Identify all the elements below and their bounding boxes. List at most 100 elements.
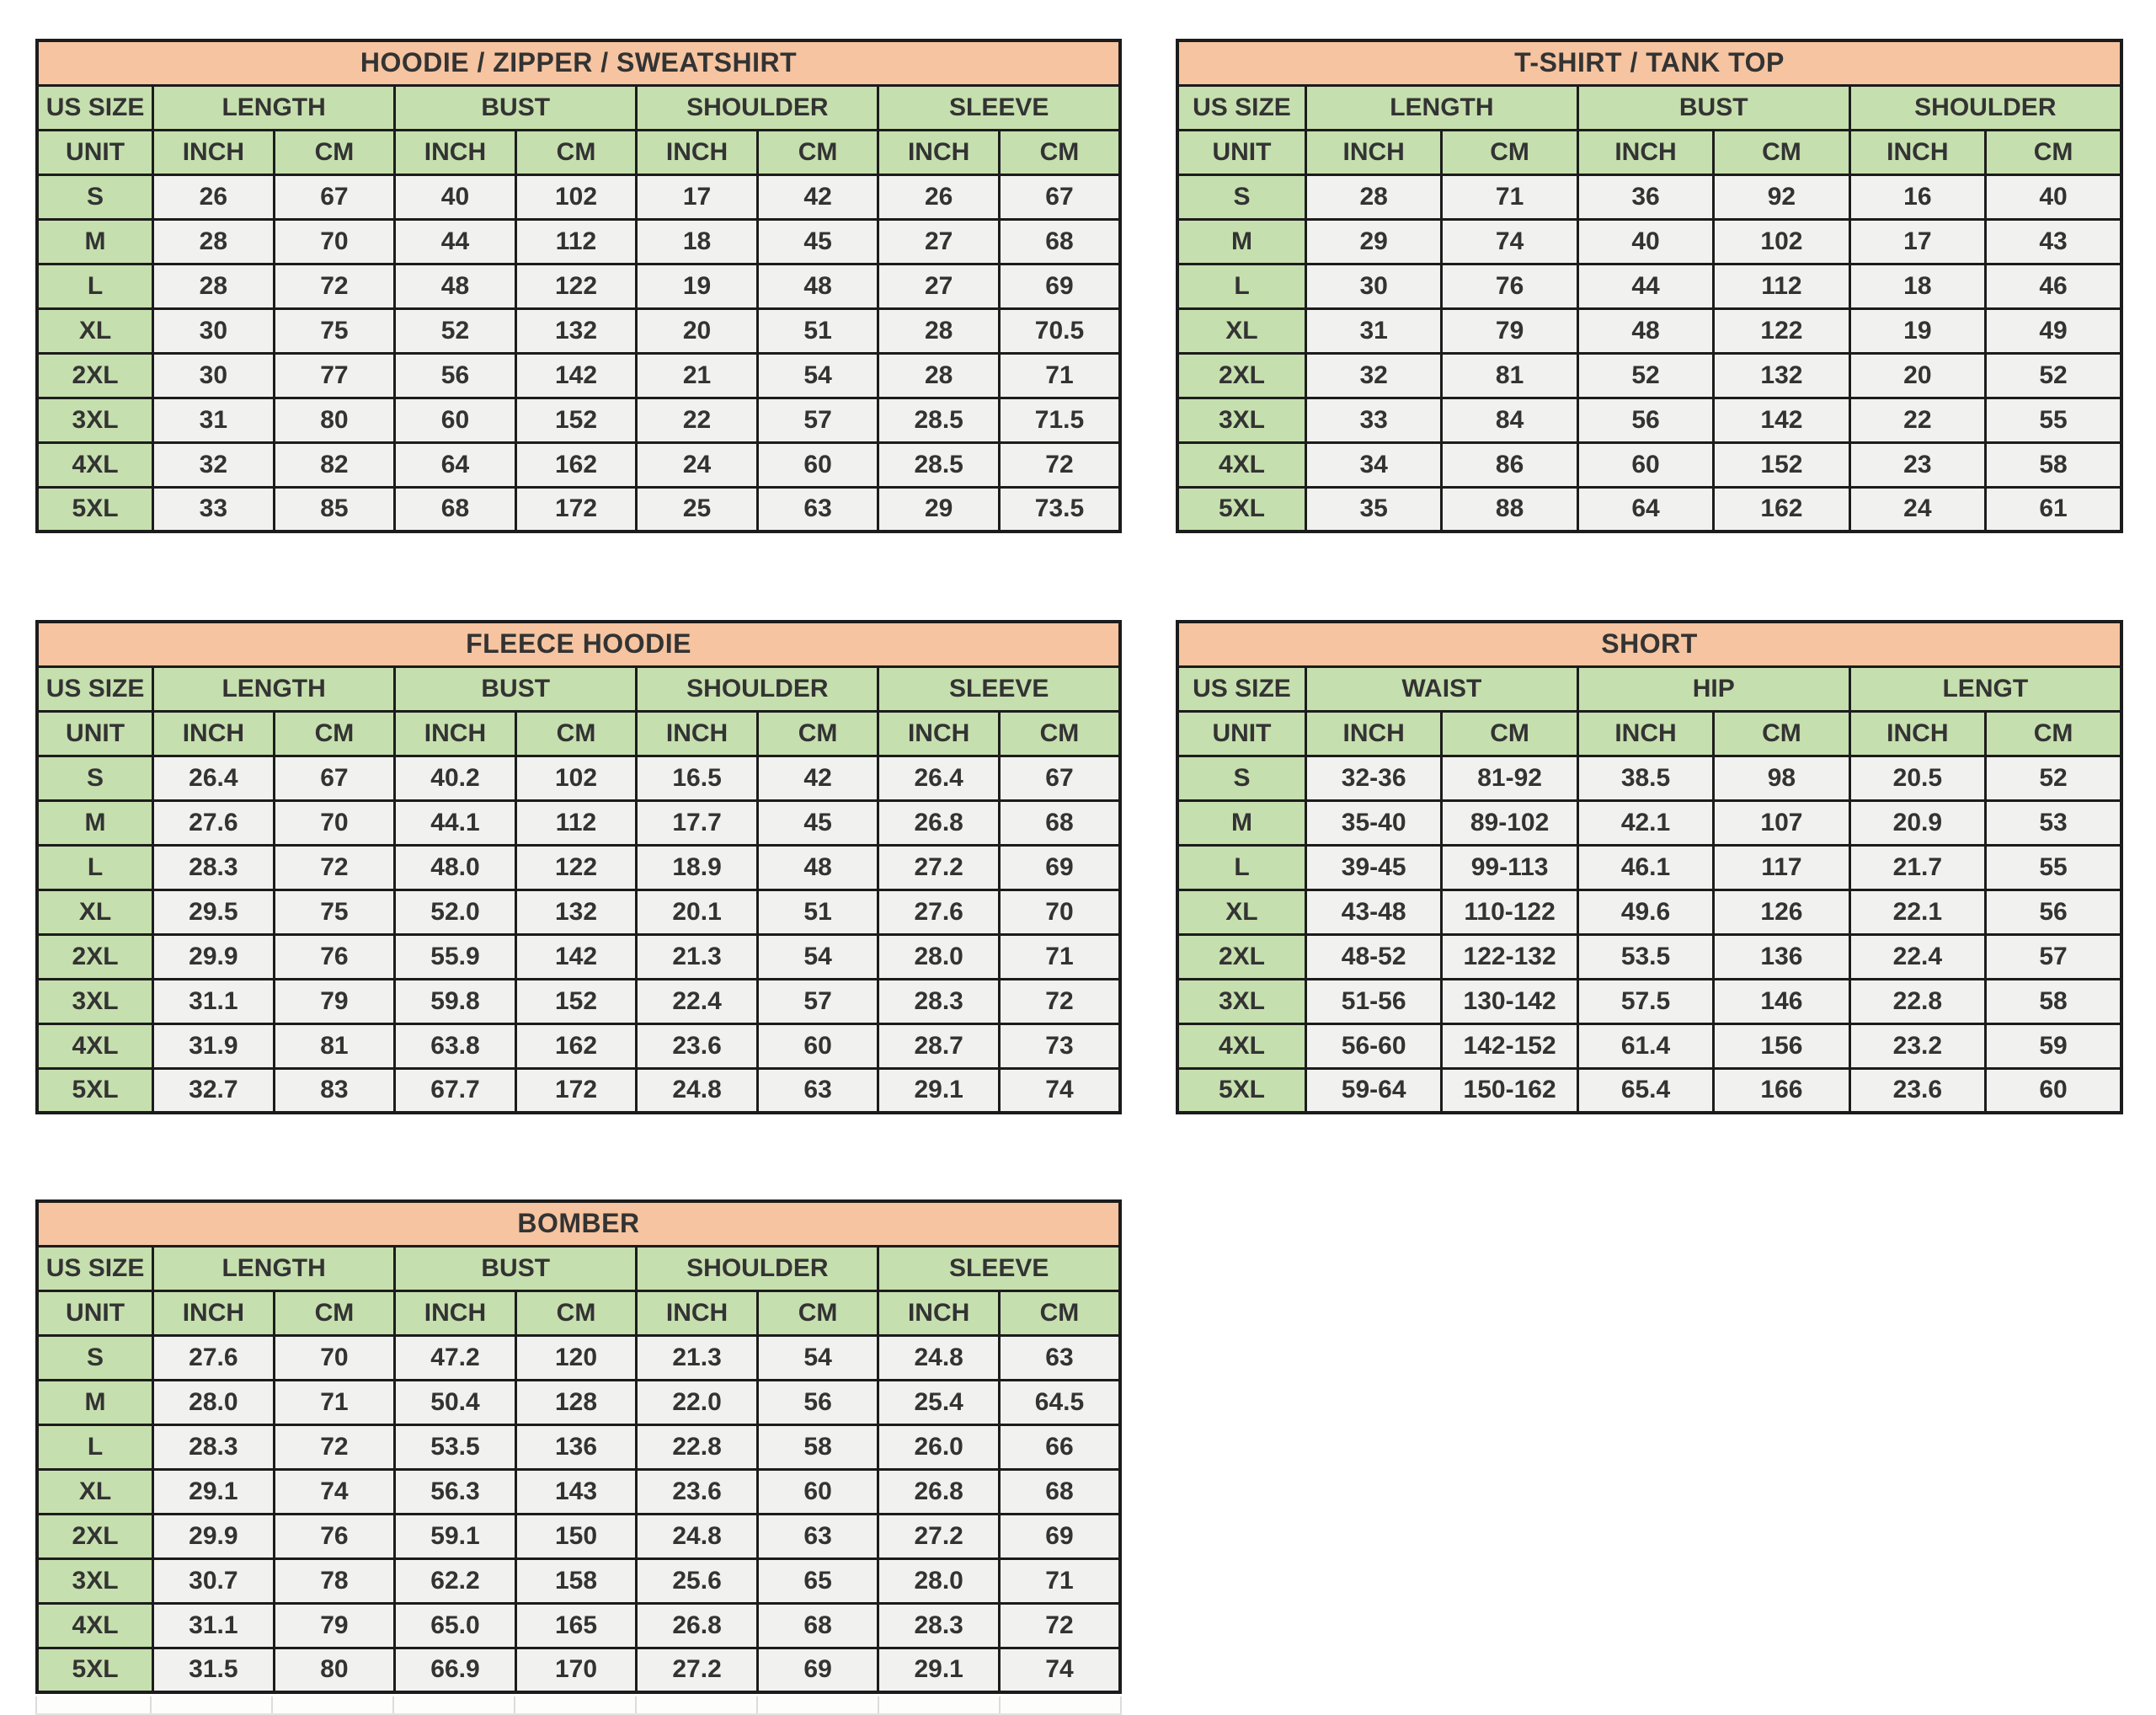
measurement-cell: 53.5	[393, 1423, 517, 1471]
measurement-cell: 25.4	[877, 1378, 1001, 1426]
measurement-cell: 20.9	[1848, 799, 1988, 847]
measurement-cell: 23.6	[635, 1022, 759, 1070]
measurement-cell: 65.4	[1576, 1066, 1716, 1114]
measurement-cell: 17	[1848, 217, 1988, 265]
measurement-cell: 60	[755, 1467, 880, 1515]
measurement-cell: 67.7	[393, 1066, 517, 1114]
measurement-cell: 27	[877, 217, 1001, 265]
measurement-cell: 102	[514, 754, 638, 802]
measurement-cell: 71	[997, 1557, 1122, 1605]
measurement-cell: 150-162	[1440, 1066, 1579, 1114]
measurement-cell: 45	[755, 799, 880, 847]
measurement-cell: 44	[393, 217, 517, 265]
measurement-cell: 67	[272, 754, 397, 802]
measurement-cell: 48	[393, 262, 517, 310]
title-row: FLEECE HOODIE	[35, 620, 1122, 668]
measurement-cell: 51	[755, 888, 880, 936]
group-header-bust: BUST	[393, 83, 638, 131]
measurement-cell: 28.0	[152, 1378, 275, 1426]
size-row-4xl: 4XL 34 86 60 152 23 58	[1176, 441, 2123, 489]
empty-grid-cell	[878, 1696, 1001, 1713]
size-label: 4XL	[1176, 1022, 1307, 1070]
measurement-cell: 25.6	[635, 1557, 759, 1605]
measurement-cell: 33	[1304, 396, 1444, 444]
measurement-cell: 110-122	[1440, 888, 1579, 936]
measurement-cell: 21.3	[635, 1333, 759, 1381]
measurement-cell: 162	[514, 441, 638, 489]
size-label: 3XL	[1176, 977, 1307, 1025]
measurement-cell: 62.2	[393, 1557, 517, 1605]
measurement-cell: 59.8	[393, 977, 517, 1025]
table-section-hoodie-zipper-sweatshirt: HOODIE / ZIPPER / SWEATSHIRT US SIZE LENGT…	[35, 39, 1122, 533]
us-size-header: US SIZE	[35, 665, 155, 713]
measurement-cell: 29	[877, 485, 1001, 533]
measurement-cell: 52	[1984, 754, 2123, 802]
measurement-cell: 28.0	[877, 932, 1001, 980]
measurement-cell: 27.6	[152, 799, 275, 847]
measurement-cell: 152	[1712, 441, 1851, 489]
group-header-row: US SIZE LENGTH BUST SHOULDER SLEEVE	[35, 665, 1122, 713]
size-table-short: SHORT US SIZE WAIST HIP LENGT UNIT INCH CM INCH C…	[1176, 620, 2123, 1114]
measurement-cell: 61	[1984, 485, 2123, 533]
measurement-cell: 23.6	[635, 1467, 759, 1515]
measurement-cell: 22	[635, 396, 759, 444]
measurement-cell: 22.8	[635, 1423, 759, 1471]
measurement-cell: 71	[272, 1378, 397, 1426]
measurement-cell: 28.3	[152, 843, 275, 891]
measurement-cell: 122	[514, 262, 638, 310]
group-header-length: LENGTH	[152, 665, 397, 713]
empty-grid-cell	[273, 1696, 394, 1713]
title-row: SHORT	[1176, 620, 2123, 668]
measurement-cell: 26.8	[877, 799, 1001, 847]
measurement-cell: 18.9	[635, 843, 759, 891]
measurement-cell: 35	[1304, 485, 1444, 533]
unit-header: INCH	[877, 709, 1001, 757]
measurement-cell: 56-60	[1304, 1022, 1444, 1070]
size-label: 4XL	[35, 1601, 155, 1649]
measurement-cell: 152	[514, 396, 638, 444]
table-title: SHORT	[1176, 620, 2123, 668]
measurement-cell: 28.5	[877, 441, 1001, 489]
measurement-cell: 81	[272, 1022, 397, 1070]
measurement-cell: 112	[1712, 262, 1851, 310]
unit-header: CM	[1440, 128, 1579, 176]
group-header-sleeve: SLEEVE	[877, 1244, 1122, 1292]
measurement-cell: 84	[1440, 396, 1579, 444]
group-header-hip: HIP	[1576, 665, 1851, 713]
empty-grid-cell	[35, 1696, 152, 1713]
table-title: HOODIE / ZIPPER / SWEATSHIRT	[35, 39, 1122, 87]
unit-header: INCH	[393, 709, 517, 757]
group-header-shoulder: SHOULDER	[1848, 83, 2123, 131]
size-table-hoodie-zipper-sweatshirt: HOODIE / ZIPPER / SWEATSHIRT US SIZE LENGT…	[35, 39, 1122, 533]
measurement-cell: 70	[272, 799, 397, 847]
size-label: XL	[1176, 888, 1307, 936]
measurement-cell: 63	[755, 1512, 880, 1560]
measurement-cell: 31	[152, 396, 275, 444]
size-row-4xl: 4XL 32 82 64 162 24 60 28.5 72	[35, 441, 1122, 489]
unit-header: INCH	[877, 1289, 1001, 1337]
measurement-cell: 22.0	[635, 1378, 759, 1426]
size-row-l: L 28.3 72 48.0 122 18.9 48 27.2 69	[35, 843, 1122, 891]
size-row-s: S 28 71 36 92 16 40	[1176, 173, 2123, 221]
size-label: 2XL	[1176, 351, 1307, 399]
measurement-cell: 79	[272, 977, 397, 1025]
measurement-cell: 107	[1712, 799, 1851, 847]
measurement-cell: 22.1	[1848, 888, 1988, 936]
size-label: 4XL	[35, 441, 155, 489]
size-row-2xl: 2XL 30 77 56 142 21 54 28 71	[35, 351, 1122, 399]
measurement-cell: 128	[514, 1378, 638, 1426]
measurement-cell: 31.1	[152, 977, 275, 1025]
unit-header: INCH	[1848, 128, 1988, 176]
unit-header: CM	[755, 1289, 880, 1337]
measurement-cell: 59	[1984, 1022, 2123, 1070]
group-header-bust: BUST	[393, 1244, 638, 1292]
measurement-cell: 78	[272, 1557, 397, 1605]
group-header-length: LENGTH	[152, 83, 397, 131]
measurement-cell: 27.2	[877, 1512, 1001, 1560]
measurement-cell: 29.5	[152, 888, 275, 936]
measurement-cell: 27.6	[152, 1333, 275, 1381]
size-row-2xl: 2XL 29.9 76 55.9 142 21.3 54 28.0 71	[35, 932, 1122, 980]
unit-header: CM	[997, 128, 1122, 176]
us-size-header: US SIZE	[1176, 83, 1307, 131]
table-title: T-SHIRT / TANK TOP	[1176, 39, 2123, 87]
